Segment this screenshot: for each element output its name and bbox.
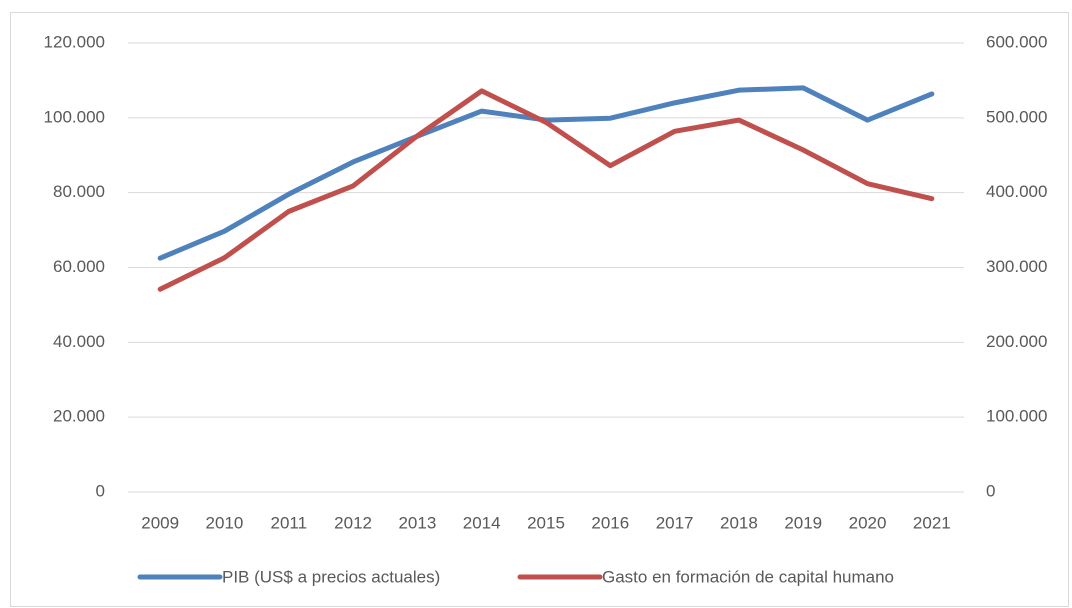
legend-label: PIB (US$ a precios actuales) — [222, 567, 440, 586]
y2-tick-label: 400.000 — [986, 182, 1047, 201]
series-line — [157, 88, 935, 292]
y2-tick-label: 500.000 — [986, 107, 1047, 126]
y2-tick-label: 200.000 — [986, 332, 1047, 351]
y-tick-label: 0 — [96, 481, 105, 500]
x-tick-label: 2015 — [527, 513, 565, 532]
x-tick-label: 2019 — [784, 513, 822, 532]
x-tick-label: 2020 — [849, 513, 887, 532]
x-tick-label: 2014 — [463, 513, 501, 532]
y2-tick-label: 100.000 — [986, 407, 1047, 426]
y-tick-label: 20.000 — [53, 407, 105, 426]
y2-tick-label: 300.000 — [986, 257, 1047, 276]
y2-tick-label: 600.000 — [986, 32, 1047, 51]
y-tick-label: 80.000 — [53, 182, 105, 201]
y-tick-label: 120.000 — [44, 32, 105, 51]
x-tick-label: 2011 — [270, 513, 307, 532]
x-tick-label: 2013 — [398, 513, 436, 532]
y-tick-label: 40.000 — [53, 332, 105, 351]
x-tick-label: 2010 — [206, 513, 244, 532]
y-tick-label: 60.000 — [53, 257, 105, 276]
x-tick-label: 2012 — [334, 513, 372, 532]
x-tick-label: 2009 — [141, 513, 179, 532]
y-tick-label: 100.000 — [44, 107, 105, 126]
x-tick-label: 2017 — [656, 513, 694, 532]
x-tick-label: 2016 — [591, 513, 629, 532]
x-tick-label: 2018 — [720, 513, 758, 532]
y2-tick-label: 0 — [986, 481, 995, 500]
legend-label: Gasto en formación de capital humano — [602, 567, 894, 586]
x-tick-label: 2021 — [913, 513, 951, 532]
